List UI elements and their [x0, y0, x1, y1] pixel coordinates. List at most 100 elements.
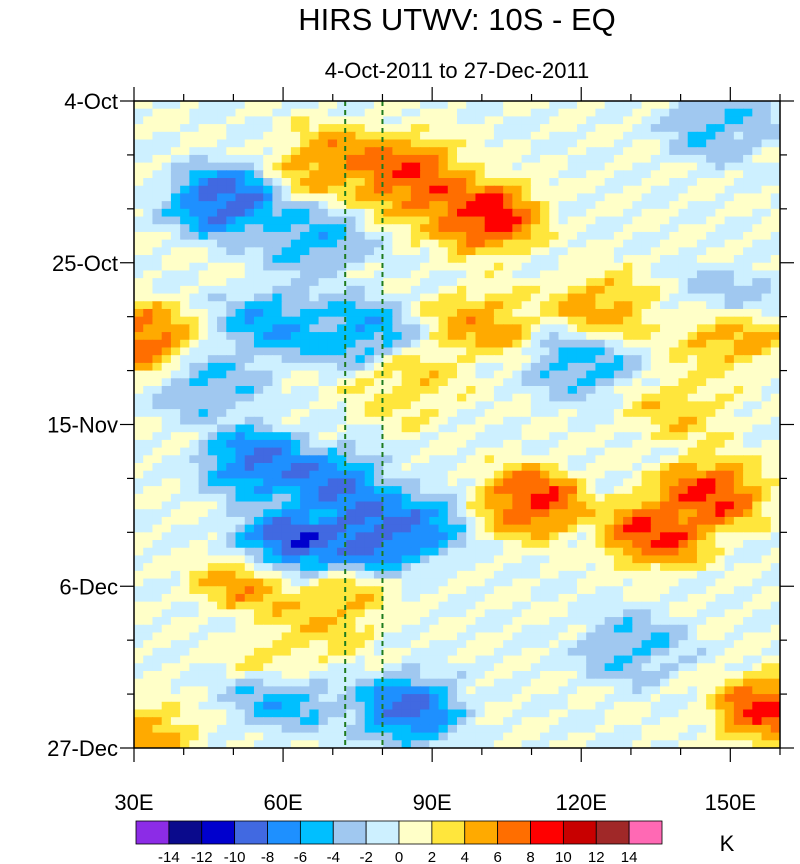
field-cell: [355, 116, 366, 125]
field-cell: [521, 255, 532, 264]
field-cell: [521, 401, 532, 410]
field-cell: [281, 416, 292, 426]
field-cell: [475, 370, 486, 379]
field-cell: [650, 617, 661, 626]
field-cell: [521, 247, 532, 256]
field-cell: [475, 324, 486, 333]
field-cell: [761, 640, 772, 649]
field-cell: [392, 493, 403, 503]
field-cell: [733, 185, 744, 195]
field-cell: [309, 601, 320, 610]
field-cell: [770, 501, 780, 510]
field-cell: [549, 270, 560, 279]
field-cell: [290, 493, 301, 503]
field-cell: [743, 154, 753, 164]
field-cell: [410, 540, 421, 549]
field-cell: [447, 540, 458, 549]
field-cell: [733, 640, 744, 649]
field-cell: [217, 563, 227, 572]
field-cell: [253, 224, 264, 233]
field-cell: [696, 116, 707, 125]
field-cell: [364, 178, 375, 187]
field-cell: [300, 316, 310, 325]
field-cell: [235, 470, 246, 480]
field-cell: [493, 332, 504, 341]
field-cell: [457, 247, 467, 256]
field-cell: [207, 339, 218, 349]
field-cell: [650, 409, 661, 418]
field-cell: [253, 247, 264, 256]
field-cell: [475, 162, 486, 171]
field-cell: [521, 409, 532, 418]
field-cell: [761, 308, 772, 318]
field-cell: [475, 401, 486, 410]
field-cell: [392, 255, 403, 264]
field-cell: [752, 393, 763, 402]
field-cell: [143, 609, 154, 618]
field-cell: [337, 586, 347, 595]
field-cell: [337, 308, 347, 318]
field-cell: [327, 193, 338, 202]
field-cell: [549, 586, 560, 595]
field-cell: [715, 640, 726, 649]
field-cell: [540, 493, 550, 503]
field-cell: [383, 470, 393, 480]
field-cell: [226, 178, 237, 187]
field-cell: [429, 216, 440, 225]
field-cell: [743, 586, 753, 595]
field-cell: [613, 285, 624, 295]
field-cell: [696, 201, 707, 210]
field-cell: [180, 278, 190, 287]
field-cell: [650, 170, 661, 179]
field-cell: [457, 509, 467, 518]
field-cell: [189, 262, 200, 272]
field-cell: [244, 439, 255, 449]
field-cell: [281, 532, 292, 541]
field-cell: [290, 293, 301, 302]
field-cell: [180, 116, 190, 125]
field-cell: [687, 578, 698, 587]
field-cell: [761, 216, 772, 225]
field-cell: [595, 347, 606, 356]
field-cell: [290, 139, 301, 148]
field-cell: [503, 193, 513, 202]
field-cell: [540, 270, 550, 279]
field-cell: [235, 154, 246, 164]
field-cell: [743, 401, 753, 410]
field-cell: [383, 147, 393, 156]
field-cell: [660, 624, 670, 634]
field-cell: [152, 647, 163, 657]
field-cell: [669, 617, 680, 626]
field-cell: [217, 593, 227, 603]
field-cell: [217, 255, 227, 264]
field-cell: [281, 147, 292, 156]
field-cell: [198, 617, 209, 626]
field-cell: [420, 424, 430, 433]
field-cell: [475, 247, 486, 256]
field-cell: [420, 416, 430, 426]
field-cell: [623, 116, 633, 125]
field-cell: [364, 147, 375, 156]
field-cell: [558, 185, 569, 195]
field-cell: [346, 193, 357, 202]
field-cell: [263, 208, 274, 218]
field-cell: [558, 301, 569, 310]
field-cell: [401, 362, 412, 372]
field-cell: [512, 216, 523, 225]
field-cell: [743, 278, 753, 287]
field-cell: [420, 509, 430, 518]
field-cell: [604, 439, 615, 449]
field-cell: [429, 401, 440, 410]
field-cell: [567, 524, 578, 533]
field-cell: [715, 532, 726, 541]
field-cell: [189, 532, 200, 541]
field-cell: [263, 570, 274, 580]
field-cell: [466, 308, 477, 318]
field-cell: [521, 355, 532, 364]
field-cell: [613, 624, 624, 634]
field-cell: [457, 463, 467, 472]
field-cell: [761, 201, 772, 210]
field-cell: [660, 640, 670, 649]
field-cell: [586, 409, 597, 418]
field-cell: [226, 570, 237, 580]
